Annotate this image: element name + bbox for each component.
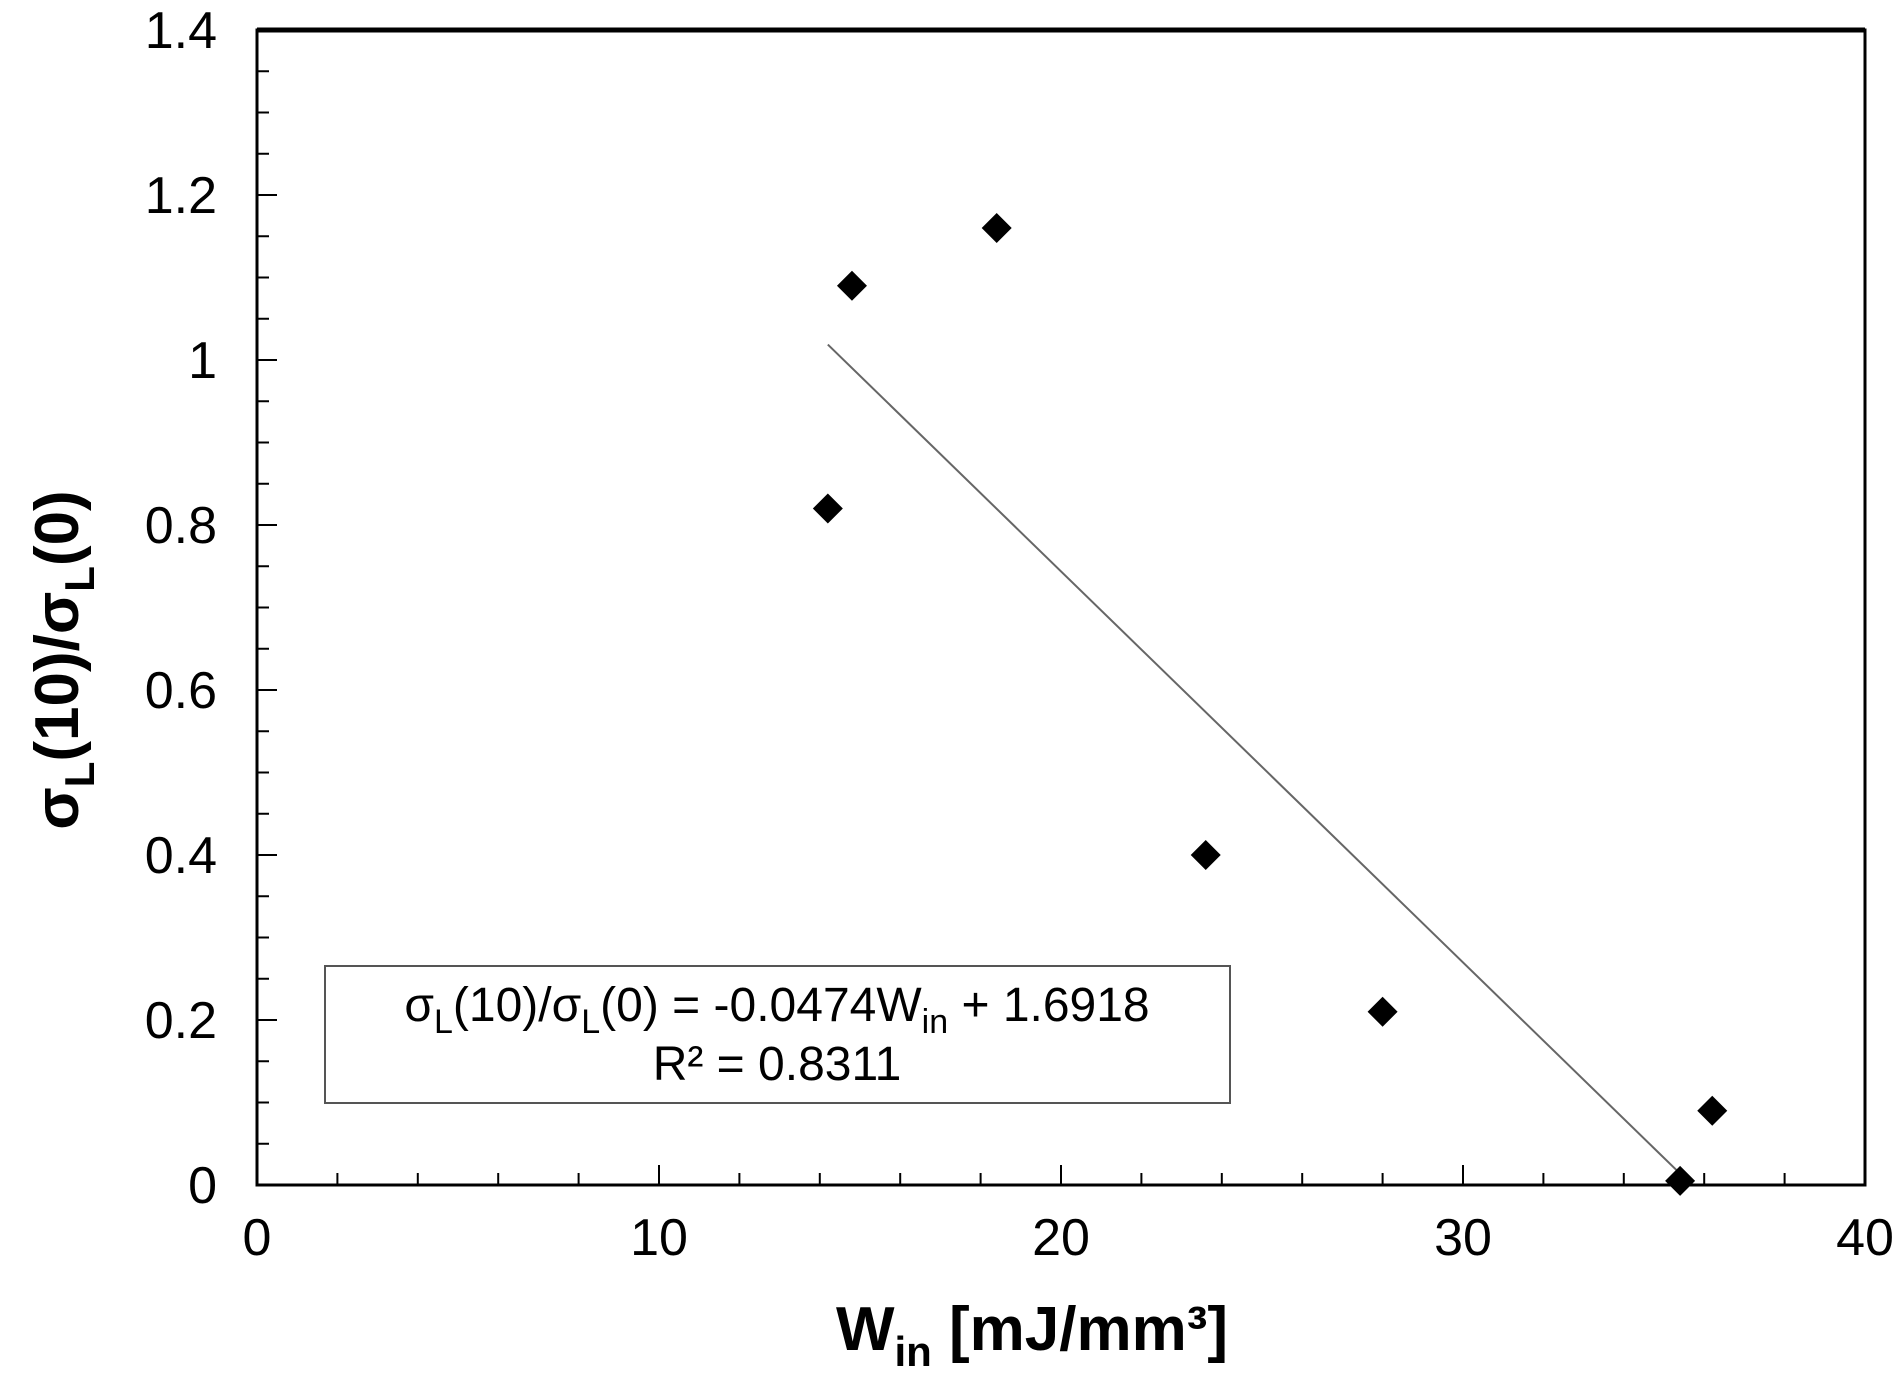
x-title-rest: [mJ/mm³] xyxy=(932,1295,1228,1364)
x-axis-title: Win [mJ/mm³] xyxy=(836,1295,1228,1375)
eq-sub-2: L xyxy=(581,1003,600,1041)
y-axis-title: σL(10)/σL(0) xyxy=(23,490,103,829)
eq-sigma-1: σ xyxy=(404,979,434,1032)
trendline-layer xyxy=(827,343,1681,1175)
y-tick-label: 0.2 xyxy=(145,992,217,1050)
y-tick-label: 1.4 xyxy=(145,2,217,60)
y-tick-label: 0.4 xyxy=(145,827,217,885)
y-title-b: (10)/σ xyxy=(23,592,92,762)
data-point xyxy=(1190,840,1221,870)
eq-sub-3: in xyxy=(922,1003,948,1041)
data-point xyxy=(1665,1165,1696,1196)
r-squared-line: R² = 0.8311 xyxy=(653,1038,902,1091)
y-title-a-sub: L xyxy=(56,762,103,788)
data-point xyxy=(1697,1095,1728,1126)
data-point xyxy=(836,270,867,301)
y-title-b-sub: L xyxy=(56,566,103,592)
y-tick-labels: 0 0.2 0.4 0.6 0.8 1 1.2 1.4 xyxy=(145,2,217,1215)
trendline xyxy=(827,343,1681,1175)
y-tick-label: 0 xyxy=(188,1157,217,1215)
x-tick-label: 10 xyxy=(630,1209,688,1267)
x-tick-label: 0 xyxy=(243,1209,272,1267)
x-title-main: W xyxy=(836,1295,895,1364)
y-tick-label: 0.8 xyxy=(145,497,217,555)
equation-box: σL(10)/σL(0) = -0.0474Win + 1.6918 R² = … xyxy=(324,965,1231,1104)
data-point xyxy=(981,213,1012,243)
x-title-sub: in xyxy=(894,1328,931,1375)
data-point xyxy=(1367,996,1398,1027)
data-point xyxy=(812,493,843,524)
y-title-a: σ xyxy=(23,787,92,829)
eq-intercept: + 1.6918 xyxy=(948,979,1150,1032)
x-tick-labels: 0 10 20 30 40 xyxy=(243,1209,1894,1267)
x-tick-label: 40 xyxy=(1836,1209,1894,1267)
y-tick-label: 1 xyxy=(188,332,217,390)
data-points xyxy=(812,213,1728,1196)
y-tick-label: 0.6 xyxy=(145,662,217,720)
minor-ticks xyxy=(256,29,1866,1186)
equation-box-frame xyxy=(324,965,1231,1104)
eq-mid: (10)/σ xyxy=(453,979,581,1032)
x-tick-label: 30 xyxy=(1434,1209,1492,1267)
x-tick-label: 20 xyxy=(1032,1209,1090,1267)
y-title-c: (0) xyxy=(23,490,92,566)
eq-slope: (0) = -0.0474W xyxy=(600,979,922,1032)
equation-line: σL(10)/σL(0) = -0.0474Win + 1.6918 xyxy=(404,979,1149,1041)
y-tick-label: 1.2 xyxy=(145,167,217,225)
eq-sub-1: L xyxy=(434,1003,453,1041)
